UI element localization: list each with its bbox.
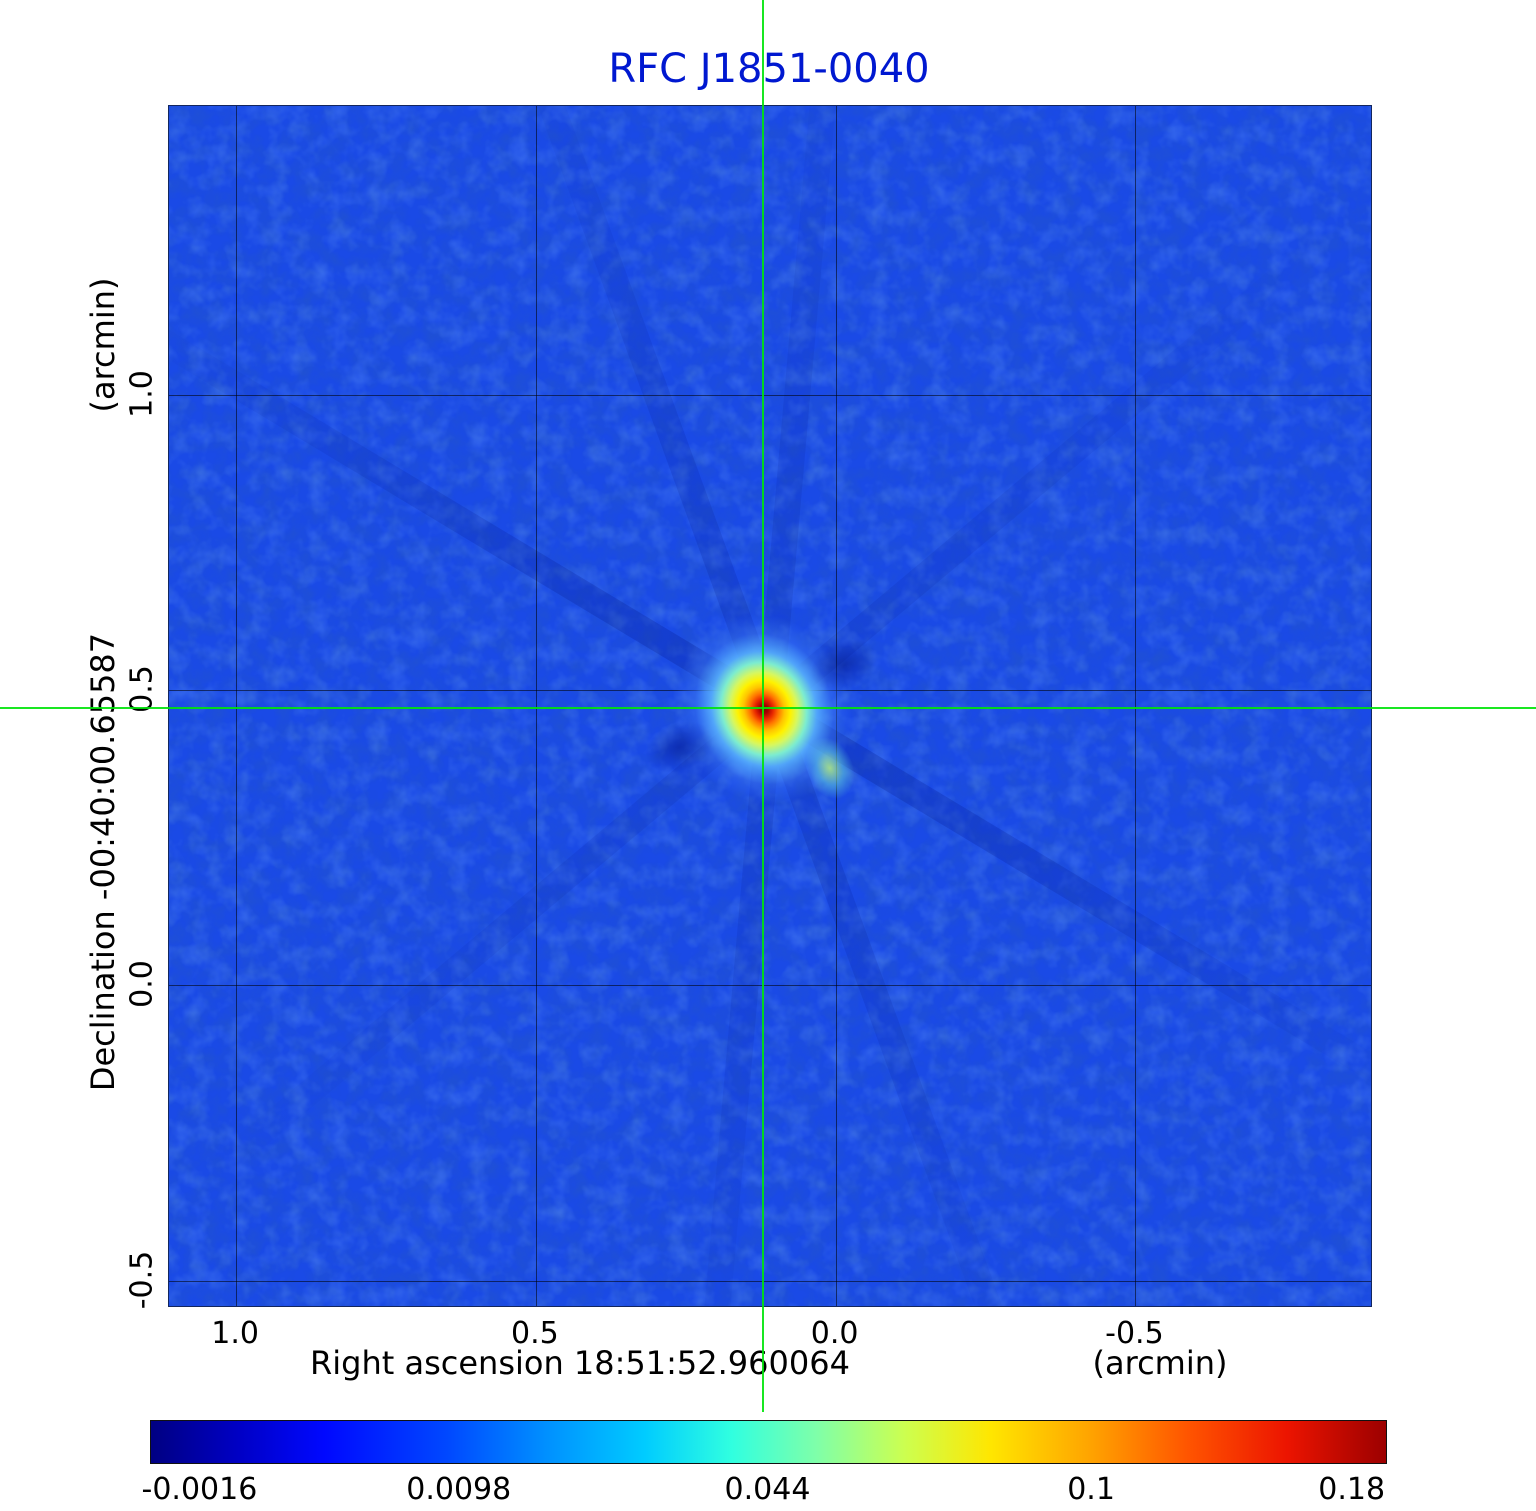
- colorbar-tick-label: 0.044: [724, 1472, 811, 1507]
- crosshair-vertical-line: [762, 0, 765, 1412]
- y-tick-label: 1.0: [124, 370, 160, 419]
- plot-area[interactable]: [168, 105, 1372, 1307]
- colorbar-tick-label: 0.0098: [406, 1472, 512, 1507]
- x-tick-label: 0.5: [511, 1316, 559, 1351]
- y-axis-unit: (arcmin): [84, 277, 122, 413]
- gridline-vertical: [236, 106, 238, 1306]
- y-tick-label: 0.5: [124, 665, 160, 714]
- gridline-horizontal: [169, 985, 1371, 987]
- x-axis-label: Right ascension 18:51:52.960064: [310, 1344, 850, 1382]
- y-tick-label: -0.5: [124, 1250, 160, 1309]
- figure-title: RFC J1851-0040: [608, 46, 930, 92]
- gridline-horizontal: [169, 395, 1371, 397]
- colorbar-tick-label: -0.0016: [141, 1472, 258, 1507]
- gridline-vertical: [1135, 106, 1137, 1306]
- crosshair-horizontal-line: [0, 707, 1536, 710]
- x-tick-label: 1.0: [211, 1316, 259, 1351]
- colorbar: [150, 1420, 1387, 1464]
- colorbar-tick-label: 0.1: [1067, 1472, 1115, 1507]
- y-axis-label: Declination -00:40:00.65587: [84, 632, 122, 1092]
- gridline-vertical: [535, 106, 537, 1306]
- x-tick-label: 0.0: [810, 1316, 859, 1351]
- x-axis-unit: (arcmin): [1092, 1344, 1228, 1382]
- gridline-horizontal: [169, 1280, 1371, 1282]
- colorbar-tick-label: 0.18: [1318, 1472, 1386, 1507]
- y-tick-label: 0.0: [124, 960, 160, 1009]
- x-tick-label: -0.5: [1105, 1316, 1164, 1351]
